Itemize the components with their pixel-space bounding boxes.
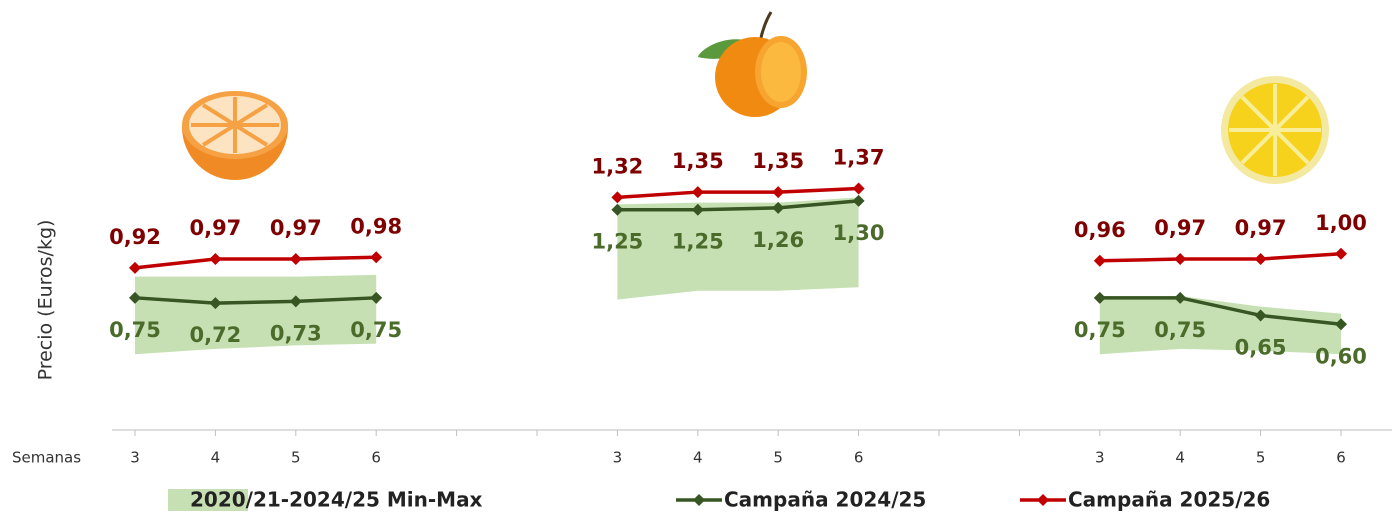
x-tick-label: 5 [773,449,783,467]
x-tick-label: 3 [613,449,623,467]
marker [1174,291,1187,304]
x-tick-label: 6 [854,449,864,467]
value-label: 0,75 [1154,318,1206,342]
marker [209,297,222,310]
range-band [617,197,859,300]
marker [1335,318,1347,331]
marker [1335,247,1347,260]
lemon-icon [1221,76,1329,184]
value-label: 0,65 [1235,335,1287,359]
x-tick-label: 6 [371,449,381,467]
value-label: 0,97 [1235,216,1287,240]
y-axis-label: Precio (Euros/kg) [35,220,57,381]
x-tick-label: 4 [211,449,221,467]
x-tick-label: 5 [1256,449,1266,467]
value-label: 0,97 [189,216,241,240]
marker [1254,309,1267,322]
legend-marker [1037,494,1049,506]
mandarin-icon [698,11,807,117]
series-line [134,255,377,270]
series-line [617,186,859,200]
x-tick-label: 3 [130,449,140,467]
x-tick-label: 6 [1336,449,1346,467]
orange-icon [182,91,288,180]
marker [691,203,704,216]
marker [1174,253,1187,266]
marker [129,291,141,304]
value-label: 1,25 [672,230,724,254]
series-line [134,296,377,305]
value-label: 0,73 [270,321,322,345]
marker [1093,291,1106,304]
marker [289,295,302,308]
value-label: 1,37 [833,146,885,170]
range-band [1099,296,1341,355]
value-label: 0,96 [1074,218,1126,242]
value-label: 1,00 [1315,211,1367,235]
marker [1093,254,1106,267]
legend-marker [693,494,705,506]
value-label: 0,92 [109,225,161,249]
marker [289,253,302,266]
marker [611,191,624,204]
value-label: 0,72 [189,323,241,347]
marker [1254,253,1267,266]
legend-label: 2020/21-2024/25 Min-Max [190,488,483,512]
value-label: 0,75 [350,318,402,342]
marker [370,251,383,264]
x-tick-label: 4 [693,449,703,467]
marker [129,261,141,274]
series-line [617,199,859,212]
x-tick-label: 3 [1095,449,1105,467]
marker [852,194,865,207]
value-label: 0,75 [1074,318,1126,342]
value-label: 1,35 [752,149,804,173]
marker [611,203,624,216]
value-label: 0,75 [109,318,161,342]
marker [209,253,222,266]
value-label: 0,98 [350,214,402,238]
value-label: 0,97 [270,216,322,240]
marker [691,186,704,199]
value-label: 1,26 [752,228,804,252]
legend-label: Campaña 2025/26 [1068,488,1270,512]
value-label: 1,30 [833,221,885,245]
marker [370,291,383,304]
legend-label: Campaña 2024/25 [724,488,926,512]
value-label: 0,97 [1154,216,1206,240]
marker [852,182,865,195]
value-label: 0,60 [1315,344,1367,368]
value-label: 1,32 [591,154,643,178]
value-label: 1,35 [672,149,724,173]
value-label: 1,25 [591,230,643,254]
marker [772,186,785,199]
series-line [1099,252,1342,263]
range-band [135,274,377,355]
x-tick-label: 4 [1175,449,1185,467]
series-line [1099,296,1342,326]
x-axis-label: Semanas [12,449,81,467]
legend-swatch [168,489,248,511]
marker [772,201,785,214]
x-tick-label: 5 [291,449,301,467]
